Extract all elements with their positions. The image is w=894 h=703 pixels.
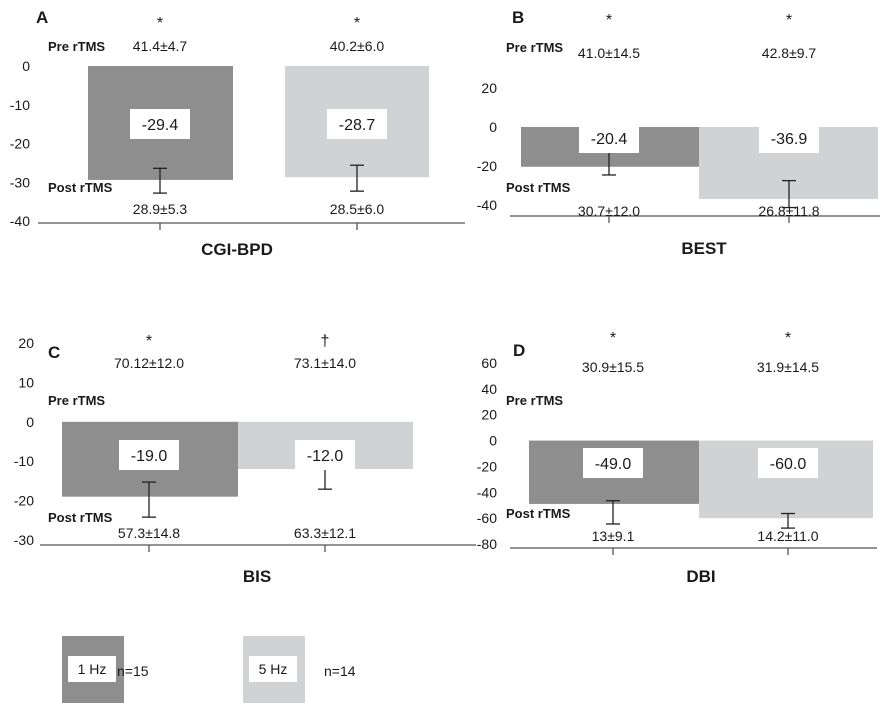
value-label: -12.0 bbox=[307, 448, 344, 465]
post-rtms-label: Post rTMS bbox=[48, 510, 113, 525]
panel-title: BEST bbox=[681, 239, 727, 258]
significance-marker: * bbox=[354, 15, 360, 32]
significance-marker: * bbox=[146, 333, 152, 350]
y-tick-label: -30 bbox=[10, 174, 30, 190]
pre-value: 70.12±12.0 bbox=[114, 355, 184, 371]
post-value: 28.9±5.3 bbox=[133, 201, 188, 217]
y-tick-label: -20 bbox=[477, 158, 497, 174]
y-tick-label: -60 bbox=[477, 510, 497, 526]
y-tick-label: 20 bbox=[481, 80, 497, 96]
significance-marker: * bbox=[786, 12, 792, 29]
post-value: 26.8±11.8 bbox=[758, 203, 819, 219]
value-box bbox=[130, 109, 190, 139]
post-value: 13±9.1 bbox=[592, 528, 635, 544]
value-label: -19.0 bbox=[131, 448, 168, 465]
y-tick-label: -40 bbox=[477, 197, 497, 213]
value-box bbox=[327, 109, 387, 139]
pre-value: 40.2±6.0 bbox=[330, 38, 385, 54]
y-tick-label: 0 bbox=[22, 58, 30, 74]
pre-value: 31.9±14.5 bbox=[757, 359, 819, 375]
pre-value: 30.9±15.5 bbox=[582, 359, 644, 375]
y-tick-label: -20 bbox=[10, 136, 30, 152]
y-tick-label: -10 bbox=[10, 97, 30, 113]
value-box bbox=[758, 448, 818, 478]
legend-label-box bbox=[249, 656, 297, 682]
pre-rtms-label: Pre rTMS bbox=[48, 393, 105, 408]
value-box bbox=[759, 123, 819, 153]
post-value: 57.3±14.8 bbox=[118, 525, 180, 541]
post-rtms-label: Post rTMS bbox=[506, 506, 571, 521]
pre-rtms-label: Pre rTMS bbox=[506, 393, 563, 408]
legend-label-box bbox=[68, 656, 116, 682]
value-label: -49.0 bbox=[595, 456, 632, 473]
y-tick-label: -40 bbox=[477, 484, 497, 500]
y-tick-label: 20 bbox=[18, 335, 34, 351]
y-tick-label: -20 bbox=[14, 493, 34, 509]
significance-marker: * bbox=[157, 15, 163, 32]
value-label: -29.4 bbox=[142, 117, 179, 134]
legend-label: 1 Hz bbox=[78, 661, 107, 677]
panel-letter: A bbox=[36, 8, 48, 27]
panel-letter: C bbox=[48, 343, 60, 362]
panel-title: CGI-BPD bbox=[201, 240, 273, 259]
significance-marker: † bbox=[321, 333, 330, 350]
post-rtms-label: Post rTMS bbox=[48, 180, 113, 195]
post-value: 28.5±6.0 bbox=[330, 201, 385, 217]
legend-n: n=14 bbox=[324, 663, 356, 679]
y-tick-label: 10 bbox=[18, 374, 34, 390]
panel-d: D 60 40 20 0 -20 -40 -60 -80 -49.0 * 30.9±15.5 13±9.… bbox=[477, 330, 877, 586]
pre-rtms-label: Pre rTMS bbox=[48, 39, 105, 54]
pre-value: 41.0±14.5 bbox=[578, 45, 640, 61]
pre-value: 42.8±9.7 bbox=[762, 45, 817, 61]
value-label: -20.4 bbox=[591, 131, 628, 148]
significance-marker: * bbox=[606, 12, 612, 29]
value-box bbox=[583, 448, 643, 478]
panel-a: A 0 -10 -20 -30 -40 -29.4 * 41.4±4.7 28.9±5.3 -28.… bbox=[10, 8, 465, 259]
panel-b: B 20 0 -20 -40 -20.4 * 41.0±14.5 30.7±12.0 -36.9 *… bbox=[477, 8, 880, 258]
y-tick-label: -10 bbox=[14, 453, 34, 469]
legend-label: 5 Hz bbox=[259, 661, 288, 677]
legend-item-1hz: 1 Hz n=15 bbox=[62, 636, 149, 703]
post-value: 63.3±12.1 bbox=[294, 525, 356, 541]
y-tick-label: 0 bbox=[489, 119, 497, 135]
panel-title: BIS bbox=[243, 567, 271, 586]
value-box bbox=[579, 123, 639, 153]
y-tick-label: 0 bbox=[489, 433, 497, 449]
significance-marker: * bbox=[785, 330, 791, 347]
y-tick-label: 60 bbox=[481, 355, 497, 371]
y-tick-label: -30 bbox=[14, 532, 34, 548]
significance-marker: * bbox=[610, 330, 616, 347]
legend-item-5hz: 5 Hz n=14 bbox=[243, 636, 356, 703]
y-tick-label: -40 bbox=[10, 213, 30, 229]
panel-letter: D bbox=[513, 341, 525, 360]
pre-rtms-label: Pre rTMS bbox=[506, 40, 563, 55]
panel-c: C 20 10 0 -10 -20 -30 -19.0 * 70.12±12.0 57.3±14.8… bbox=[14, 333, 476, 586]
y-tick-label: 20 bbox=[481, 407, 497, 423]
pre-value: 73.1±14.0 bbox=[294, 355, 356, 371]
value-label: -28.7 bbox=[339, 117, 376, 134]
y-tick-label: -20 bbox=[477, 458, 497, 474]
value-box bbox=[119, 440, 179, 470]
post-value: 30.7±12.0 bbox=[578, 203, 640, 219]
value-box bbox=[295, 440, 355, 470]
panel-title: DBI bbox=[686, 567, 715, 586]
panel-letter: B bbox=[512, 8, 524, 27]
y-tick-label: 0 bbox=[26, 414, 34, 430]
value-label: -60.0 bbox=[770, 456, 807, 473]
legend-n: n=15 bbox=[117, 663, 149, 679]
post-value: 14.2±11.0 bbox=[757, 528, 818, 544]
post-rtms-label: Post rTMS bbox=[506, 180, 571, 195]
value-label: -36.9 bbox=[771, 131, 808, 148]
y-tick-label: 40 bbox=[481, 381, 497, 397]
y-tick-label: -80 bbox=[477, 536, 497, 552]
pre-value: 41.4±4.7 bbox=[133, 38, 188, 54]
